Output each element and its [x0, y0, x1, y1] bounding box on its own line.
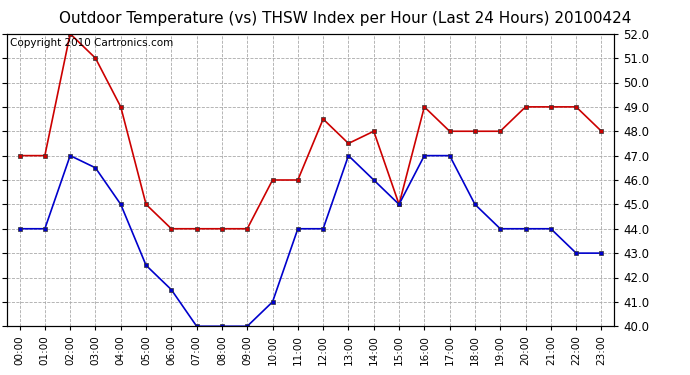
Text: Outdoor Temperature (vs) THSW Index per Hour (Last 24 Hours) 20100424: Outdoor Temperature (vs) THSW Index per … [59, 11, 631, 26]
Text: Copyright 2010 Cartronics.com: Copyright 2010 Cartronics.com [10, 38, 173, 48]
